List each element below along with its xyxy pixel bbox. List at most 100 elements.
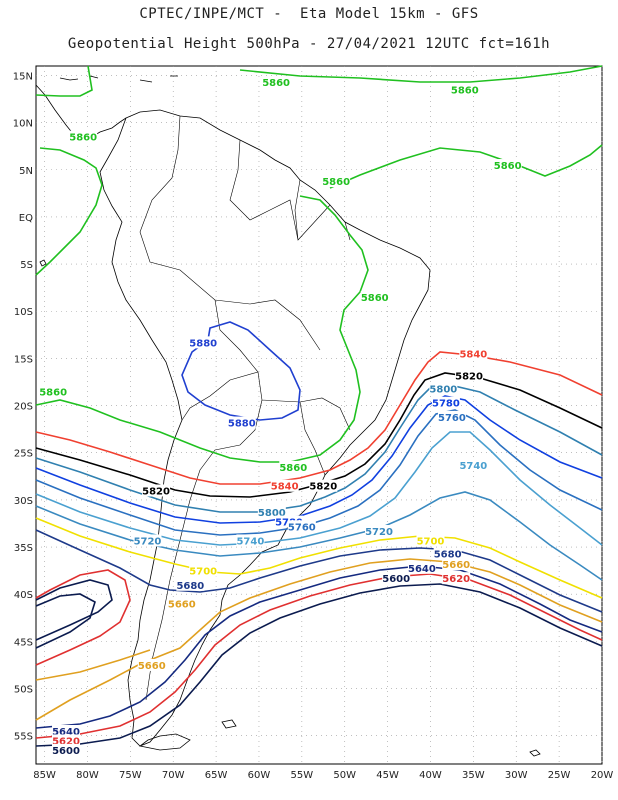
contour-label-5760: 5760 xyxy=(438,413,466,424)
contour-label-5720: 5720 xyxy=(134,536,162,547)
contour-5640 xyxy=(35,565,603,729)
lon-tick-label: 25W xyxy=(548,770,571,781)
contour-label-5620: 5620 xyxy=(442,574,470,585)
contour-label-bg xyxy=(416,534,445,547)
contour-label-bg xyxy=(431,396,460,409)
contour-label-5860: 5860 xyxy=(39,387,67,398)
south-america-outline xyxy=(99,109,431,747)
lat-tick-label: 45S xyxy=(14,637,33,648)
contour-label-bg xyxy=(176,578,205,591)
lat-tick-label: 10N xyxy=(13,119,33,130)
contour-label-bg xyxy=(309,479,338,492)
contour-label-bg xyxy=(437,410,466,423)
contour-label-bg xyxy=(257,506,286,519)
lat-tick-label: 30S xyxy=(14,496,33,507)
contour-lines xyxy=(35,65,603,747)
contour-5780 xyxy=(35,395,603,524)
contour-label-5860: 5860 xyxy=(451,86,479,97)
lon-tick-label: 40W xyxy=(419,770,442,781)
contour-label-5680: 5680 xyxy=(434,550,462,561)
contour-label-bg xyxy=(407,561,436,574)
south-georgia xyxy=(529,749,541,757)
contour-label-bg xyxy=(137,658,166,671)
contour-label-bg xyxy=(189,564,218,577)
contour-label-bg xyxy=(360,291,389,304)
lat-tick-label: 25S xyxy=(14,449,33,460)
contour-label-5780: 5780 xyxy=(432,399,460,410)
axis-ticks: 15N 10N 5N EQ 5S 10S 15S 20S 25S 30S 35S 40S 45S 50S 5… xyxy=(13,71,614,781)
contour-label-5700: 5700 xyxy=(189,567,217,578)
caribbean-islands xyxy=(59,75,178,83)
contour-5760 xyxy=(35,409,603,536)
contour-label-bg xyxy=(442,572,471,585)
contour-label-5820: 5820 xyxy=(309,482,337,493)
contour-label-bg xyxy=(382,572,411,585)
contour-label-5800: 5800 xyxy=(429,385,457,396)
contour-label-5800: 5800 xyxy=(258,508,286,519)
contour-label-5640: 5640 xyxy=(408,564,436,575)
contour-5620 xyxy=(35,569,603,739)
lat-tick-label: 15S xyxy=(14,354,33,365)
lon-tick-label: 80W xyxy=(76,770,99,781)
falklands xyxy=(221,719,237,729)
lon-tick-label: 70W xyxy=(162,770,185,781)
contour-label-bg xyxy=(133,534,162,547)
lon-tick-label: 75W xyxy=(119,770,142,781)
lat-tick-label: 50S xyxy=(14,685,33,696)
contour-5800 xyxy=(35,384,603,513)
contour-label-5860: 5860 xyxy=(361,293,389,304)
contour-label-5700: 5700 xyxy=(417,536,445,547)
lon-tick-label: 20W xyxy=(591,770,614,781)
lat-tick-label: 55S xyxy=(14,732,33,743)
contour-label-bg xyxy=(69,130,98,143)
contour-label-bg xyxy=(227,416,256,429)
lon-tick-label: 60W xyxy=(248,770,271,781)
contour-label-5880: 5880 xyxy=(228,419,256,430)
lat-tick-label: 15N xyxy=(13,71,33,82)
galapagos xyxy=(39,259,47,267)
contour-label-5680: 5680 xyxy=(176,581,204,592)
map-title-line2: Geopotential Height 500hPa - 27/04/2021 … xyxy=(67,36,551,52)
contour-5680 xyxy=(35,529,603,613)
contour-label-5860: 5860 xyxy=(69,133,97,144)
lon-tick-label: 30W xyxy=(505,770,528,781)
lon-tick-label: 50W xyxy=(333,770,356,781)
contour-label-bg xyxy=(270,479,299,492)
contour-5600 xyxy=(35,579,603,747)
map-title-line1: CPTEC/INPE/MCT - Eta Model 15km - GFS xyxy=(139,6,479,22)
contour-label-bg xyxy=(459,347,488,360)
contour-5660 xyxy=(35,558,603,721)
tierra-del-fuego xyxy=(139,733,191,751)
contour-label-bg xyxy=(429,382,458,395)
contour-label-5820: 5820 xyxy=(142,486,170,497)
contour-label-5860: 5860 xyxy=(262,78,290,89)
contour-label-bg xyxy=(262,76,291,89)
contour-label-bg xyxy=(433,547,462,560)
contour-label-5860: 5860 xyxy=(279,463,307,474)
contour-label-bg xyxy=(287,520,316,533)
contour-labels: 5860 5860 5860 5860 5860 5860 5860 5860 5880 5880… xyxy=(39,76,522,757)
map-frame xyxy=(35,65,603,765)
lon-tick-label: 35W xyxy=(462,770,485,781)
lon-tick-label: 55W xyxy=(291,770,314,781)
contour-label-5860: 5860 xyxy=(494,161,522,172)
contour-label-bg xyxy=(459,458,488,471)
lon-tick-label: 85W xyxy=(33,770,56,781)
lat-tick-label: 10S xyxy=(14,307,33,318)
contour-label-5720: 5720 xyxy=(365,527,393,538)
contour-label-5820: 5820 xyxy=(455,371,483,382)
contour-label-5660: 5660 xyxy=(138,661,166,672)
lon-tick-label: 45W xyxy=(376,770,399,781)
contour-5860-north xyxy=(35,65,603,97)
contour-label-5660: 5660 xyxy=(442,560,470,571)
contour-label-5840: 5840 xyxy=(459,350,487,361)
contour-label-5620: 5620 xyxy=(52,736,80,747)
contour-5740 xyxy=(35,431,603,546)
contour-label-5740: 5740 xyxy=(236,536,264,547)
contour-label-bg xyxy=(52,724,81,737)
contour-5880 xyxy=(181,321,301,421)
contour-label-5600: 5600 xyxy=(52,746,80,757)
lat-tick-label: 40S xyxy=(14,590,33,601)
lat-tick-label: 5N xyxy=(19,166,33,177)
